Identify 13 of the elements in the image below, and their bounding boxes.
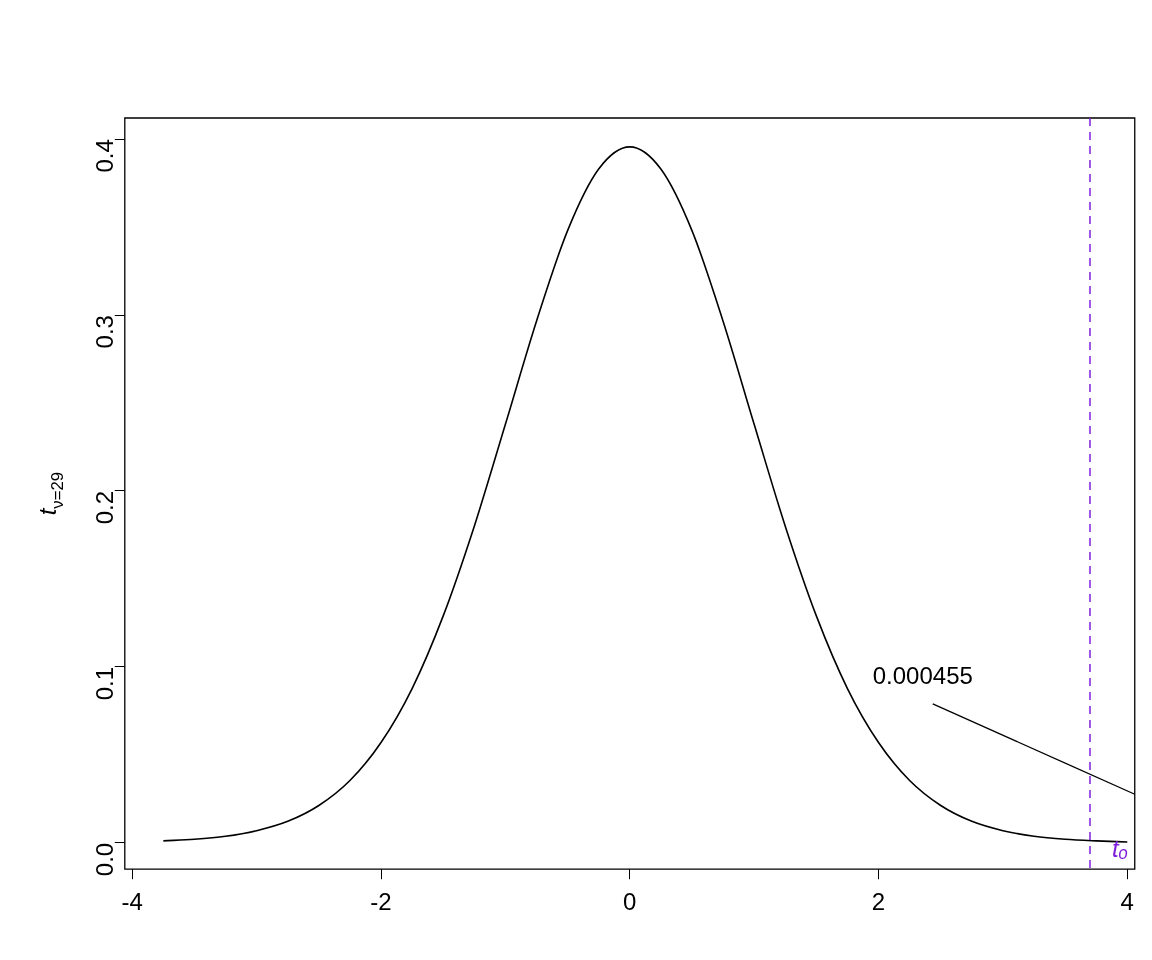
x-tick-label: -4 [121, 888, 143, 916]
y-tick-label: 0.3 [91, 315, 119, 349]
y-tick-label: 0.4 [91, 139, 119, 173]
x-tick-label: -2 [370, 888, 392, 916]
annotation: 0.000455 [872, 661, 973, 689]
y-tick-label: 0.2 [91, 490, 119, 525]
x-tick-label: 0 [623, 888, 637, 916]
x-tick-label: 2 [871, 888, 886, 916]
ref-line-label: tₒ [1111, 834, 1129, 862]
y-tick-label: 0.1 [91, 666, 119, 701]
y-axis-title: tν=29 [34, 471, 68, 516]
y-tick-label: 0.0 [91, 842, 119, 877]
x-tick-label: 4 [1120, 888, 1134, 916]
